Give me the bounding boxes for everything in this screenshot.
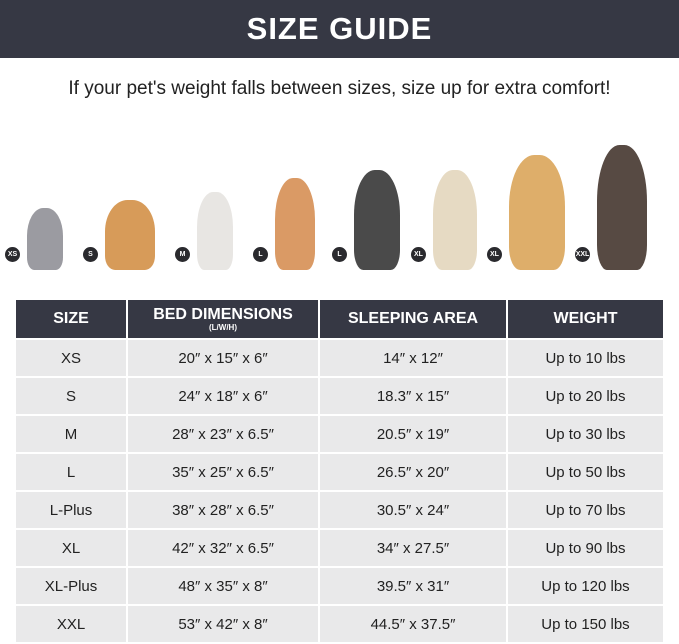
table-row: L 35″ x 25″ x 6.5″ 26.5″ x 20″ Up to 50 lbs xyxy=(14,452,665,492)
pet-image xyxy=(509,155,565,270)
size-badge: XL xyxy=(411,247,426,262)
pet-image xyxy=(275,178,315,270)
table-row: XS 20″ x 15″ x 6″ 14″ x 12″ Up to 10 lbs xyxy=(14,338,665,378)
cell-size: S xyxy=(14,376,128,416)
header-bed-dimensions-unit: (L/W/H) xyxy=(209,323,237,332)
cell-weight: Up to 30 lbs xyxy=(506,414,665,454)
cell-size: XXL xyxy=(14,604,128,644)
table-header-row: SIZE BED DIMENSIONS (L/W/H) SLEEPING AREA… xyxy=(14,298,665,340)
cell-bed-dimensions: 28″ x 23″ x 6.5″ xyxy=(126,414,320,454)
cell-sleeping-area: 44.5″ x 37.5″ xyxy=(318,604,508,644)
cell-sleeping-area: 26.5″ x 20″ xyxy=(318,452,508,492)
table-row: L-Plus 38″ x 28″ x 6.5″ 30.5″ x 24″ Up to 7… xyxy=(14,490,665,530)
cell-weight: Up to 120 lbs xyxy=(506,566,665,606)
cell-weight: Up to 10 lbs xyxy=(506,338,665,378)
table-row: S 24″ x 18″ x 6″ 18.3″ x 15″ Up to 20 lbs xyxy=(14,376,665,416)
subtitle: If your pet's weight falls between sizes… xyxy=(68,78,611,99)
cell-weight: Up to 20 lbs xyxy=(506,376,665,416)
pet-image xyxy=(105,200,155,270)
cell-sleeping-area: 34″ x 27.5″ xyxy=(318,528,508,568)
cell-bed-dimensions: 42″ x 32″ x 6.5″ xyxy=(126,528,320,568)
cell-bed-dimensions: 53″ x 42″ x 8″ xyxy=(126,604,320,644)
table-row: XL-Plus 48″ x 35″ x 8″ 39.5″ x 31″ Up to 12… xyxy=(14,566,665,606)
cell-size: XL xyxy=(14,528,128,568)
cell-bed-dimensions: 20″ x 15″ x 6″ xyxy=(126,338,320,378)
size-badge: XL xyxy=(487,247,502,262)
cell-size: M xyxy=(14,414,128,454)
pet-image xyxy=(433,170,477,270)
cell-weight: Up to 150 lbs xyxy=(506,604,665,644)
cell-weight: Up to 50 lbs xyxy=(506,452,665,492)
size-badge: XXL xyxy=(575,247,590,262)
header-size: SIZE xyxy=(14,298,128,340)
size-badge: L xyxy=(253,247,268,262)
cell-sleeping-area: 30.5″ x 24″ xyxy=(318,490,508,530)
header-bed-dimensions-label: BED DIMENSIONS xyxy=(153,306,293,323)
cell-weight: Up to 90 lbs xyxy=(506,528,665,568)
cell-bed-dimensions: 48″ x 35″ x 8″ xyxy=(126,566,320,606)
size-badge: XS xyxy=(5,247,20,262)
table-row: M 28″ x 23″ x 6.5″ 20.5″ x 19″ Up to 30 lbs xyxy=(14,414,665,454)
cell-sleeping-area: 14″ x 12″ xyxy=(318,338,508,378)
table-row: XXL 53″ x 42″ x 8″ 44.5″ x 37.5″ Up to 150 … xyxy=(14,604,665,644)
cell-sleeping-area: 18.3″ x 15″ xyxy=(318,376,508,416)
cell-size: L-Plus xyxy=(14,490,128,530)
header-weight: WEIGHT xyxy=(506,298,665,340)
table-row: XL 42″ x 32″ x 6.5″ 34″ x 27.5″ Up to 90 lb… xyxy=(14,528,665,568)
size-badge: M xyxy=(175,247,190,262)
pet-image xyxy=(27,208,63,270)
cell-sleeping-area: 39.5″ x 31″ xyxy=(318,566,508,606)
page-title: SIZE GUIDE xyxy=(0,0,679,58)
header-sleeping-area: SLEEPING AREA xyxy=(318,298,508,340)
cell-size: XS xyxy=(14,338,128,378)
pet-image xyxy=(354,170,400,270)
pet-size-illustrations: XS S M L L XL XL XXL xyxy=(0,135,679,270)
size-table: SIZE BED DIMENSIONS (L/W/H) SLEEPING AREA… xyxy=(14,298,665,644)
cell-sleeping-area: 20.5″ x 19″ xyxy=(318,414,508,454)
cell-bed-dimensions: 35″ x 25″ x 6.5″ xyxy=(126,452,320,492)
cell-weight: Up to 70 lbs xyxy=(506,490,665,530)
size-badge: L xyxy=(332,247,347,262)
cell-size: L xyxy=(14,452,128,492)
pet-image xyxy=(597,145,647,270)
header-bed-dimensions: BED DIMENSIONS (L/W/H) xyxy=(126,298,320,340)
pet-image xyxy=(197,192,233,270)
cell-size: XL-Plus xyxy=(14,566,128,606)
cell-bed-dimensions: 38″ x 28″ x 6.5″ xyxy=(126,490,320,530)
size-badge: S xyxy=(83,247,98,262)
cell-bed-dimensions: 24″ x 18″ x 6″ xyxy=(126,376,320,416)
